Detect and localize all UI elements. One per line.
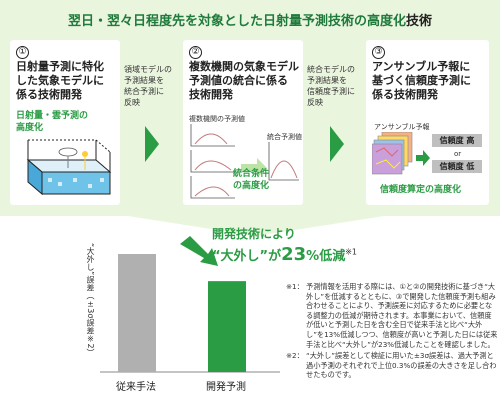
reliability-low-badge: 信頼度 低 <box>432 160 482 173</box>
category-label: 開発予測 <box>206 382 246 393</box>
card-weather-model: ① 日射量予測に特化 した気象モデルに 係る技術開発 日射量・雲予測の 高度化 <box>10 40 120 205</box>
result-value: 23 <box>281 244 307 265</box>
chart-y-axis-label: “大外し”誤差（±3σ誤差※2） <box>86 243 95 357</box>
card-heading: 日射量予測に特化 した気象モデルに 係る技術開発 <box>16 60 104 101</box>
reliability-high-badge: 信頼度 高 <box>432 134 482 147</box>
footnote-1: ※1： 予測情報を活用する際には、①と②の開発技術に基づき“大外し”を低減すると… <box>286 282 498 349</box>
footnote-mark: ※1： <box>286 282 304 291</box>
card-number: ② <box>189 46 202 59</box>
integrated-label: 統合予測値 <box>267 133 302 141</box>
or-text: or <box>454 150 462 158</box>
page-title: 翌日・翌々日程度先を対象とした日射量予測技術の高度化技術 <box>0 10 500 29</box>
footnote-text: “大外し”誤差として検証に用いた±3σ誤差は、過大予測と過小予測のそれぞれで上位… <box>306 351 497 380</box>
card-sublabel: 統合条件 の高度化 <box>233 169 270 191</box>
result-suffix: 低減 <box>319 249 346 264</box>
chevron-right-icon <box>145 126 159 162</box>
ensemble-map-icon <box>372 132 413 175</box>
bar-0 <box>118 254 156 372</box>
card-number: ③ <box>372 46 385 59</box>
result-statement: “大外し”が23%低減※1 <box>212 244 357 265</box>
card-reliability: ③ アンサンブル予報に 基づく信頼度予測に 係る技術開発 アンサンブル予報 信頼… <box>366 40 489 205</box>
card-number: ① <box>16 46 29 59</box>
title-suffix: 技術 <box>406 14 433 29</box>
card-model-integration: ② 複数機関の気象モデル 予測値の統合に係る 技術開発 複数機関の予測値 統合予… <box>183 40 303 205</box>
footnote-mark: ※2： <box>286 351 304 361</box>
bar-chart <box>100 236 280 373</box>
flow-text-2: 統合モデルの 予測結果を 信頼度予測に 反映 <box>307 65 355 107</box>
card-sublabel: 信頼度算定の高度化 <box>380 185 462 195</box>
result-prefix: “大外し”が <box>212 249 282 264</box>
footnotes: ※1： 予測情報を活用する際には、①と②の開発技術に基づき“大外し”を低減すると… <box>286 282 498 382</box>
flow-text-1: 領域モデルの 予測結果を 統合予測に 反映 <box>124 65 172 107</box>
result-heading: 開発技術により <box>212 227 296 241</box>
footnote-2: ※2： “大外し”誤差として検証に用いた±3σ誤差は、過大予測と過小予測のそれぞ… <box>286 351 498 380</box>
category-label: 従来手法 <box>116 382 156 393</box>
down-arrow <box>128 216 384 236</box>
result-note-mark: ※1 <box>345 247 357 257</box>
card-sublabel: 日射量・雲予測の 高度化 <box>16 111 89 133</box>
integration-illustration <box>190 124 299 199</box>
card-heading: 複数機関の気象モデル 予測値の統合に係る 技術開発 <box>189 60 299 101</box>
bar-1 <box>208 281 246 372</box>
footnote-text: 予測情報を活用する際には、①と②の開発技術に基づき“大外し”を低減するとともに、… <box>306 282 498 349</box>
right-arrow-icon <box>416 150 430 166</box>
title-main: 翌日・翌々日程度先を対象とした日射量予測技術の高度化 <box>67 14 406 29</box>
weather-model-illustration <box>26 139 112 196</box>
card-heading: アンサンブル予報に 基づく信頼度予測に 係る技術開発 <box>372 60 471 101</box>
result-unit: % <box>306 249 320 264</box>
chevron-right-icon <box>330 126 344 162</box>
result-arrow-icon <box>180 236 218 266</box>
multi-agency-label: 複数機関の予測値 <box>189 115 245 123</box>
ensemble-label: アンサンブル予報 <box>374 123 430 131</box>
